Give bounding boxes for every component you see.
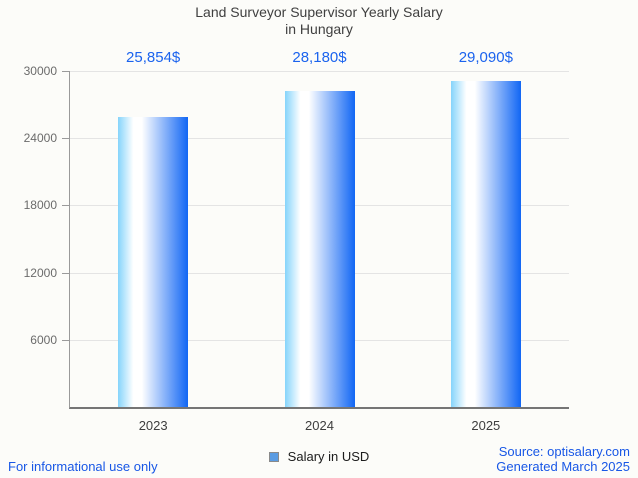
chart-title-line1: Land Surveyor Supervisor Yearly Salary (195, 4, 443, 20)
y-tick-label: 24000 (23, 131, 57, 146)
plot-area: 6000 12000 18000 24000 30000 25,854$ 2023 28,18… (24, 49, 569, 433)
chart-bar (118, 117, 189, 407)
y-axis-tick (62, 138, 70, 140)
y-axis-tick (62, 339, 70, 341)
chart-bar (284, 91, 355, 407)
source-block: Source: optisalary.com Generated March 2… (496, 444, 630, 474)
x-tick-label: 2024 (305, 418, 334, 433)
chart-bar (450, 81, 521, 407)
legend-swatch-icon (268, 451, 279, 462)
legend-label: Salary in USD (287, 449, 370, 464)
bar-value-label: 25,854$ (126, 49, 181, 66)
x-tick-label: 2025 (471, 418, 501, 433)
generated-text: Generated March 2025 (496, 459, 630, 474)
y-axis-tick (62, 272, 70, 274)
x-tick-label: 2023 (138, 418, 168, 433)
y-axis-tick (62, 205, 70, 207)
y-tick-label: 30000 (23, 64, 57, 78)
source-text: Source: optisalary.com (498, 444, 630, 459)
legend: Salary in USD (0, 449, 638, 464)
bar-value-label: 28,180$ (292, 49, 347, 66)
disclaimer-text: For informational use only (8, 459, 158, 474)
y-tick-label: 18000 (23, 198, 57, 213)
chart-title: Land Surveyor Supervisor Yearly Salary i… (0, 4, 638, 38)
bar-value-label: 29,090$ (458, 49, 513, 66)
y-axis-tick (62, 71, 70, 72)
y-tick-label: 12000 (23, 265, 57, 280)
gridline (70, 71, 569, 72)
y-tick-label: 6000 (30, 332, 57, 347)
chart-title-line2: in Hungary (285, 21, 353, 37)
